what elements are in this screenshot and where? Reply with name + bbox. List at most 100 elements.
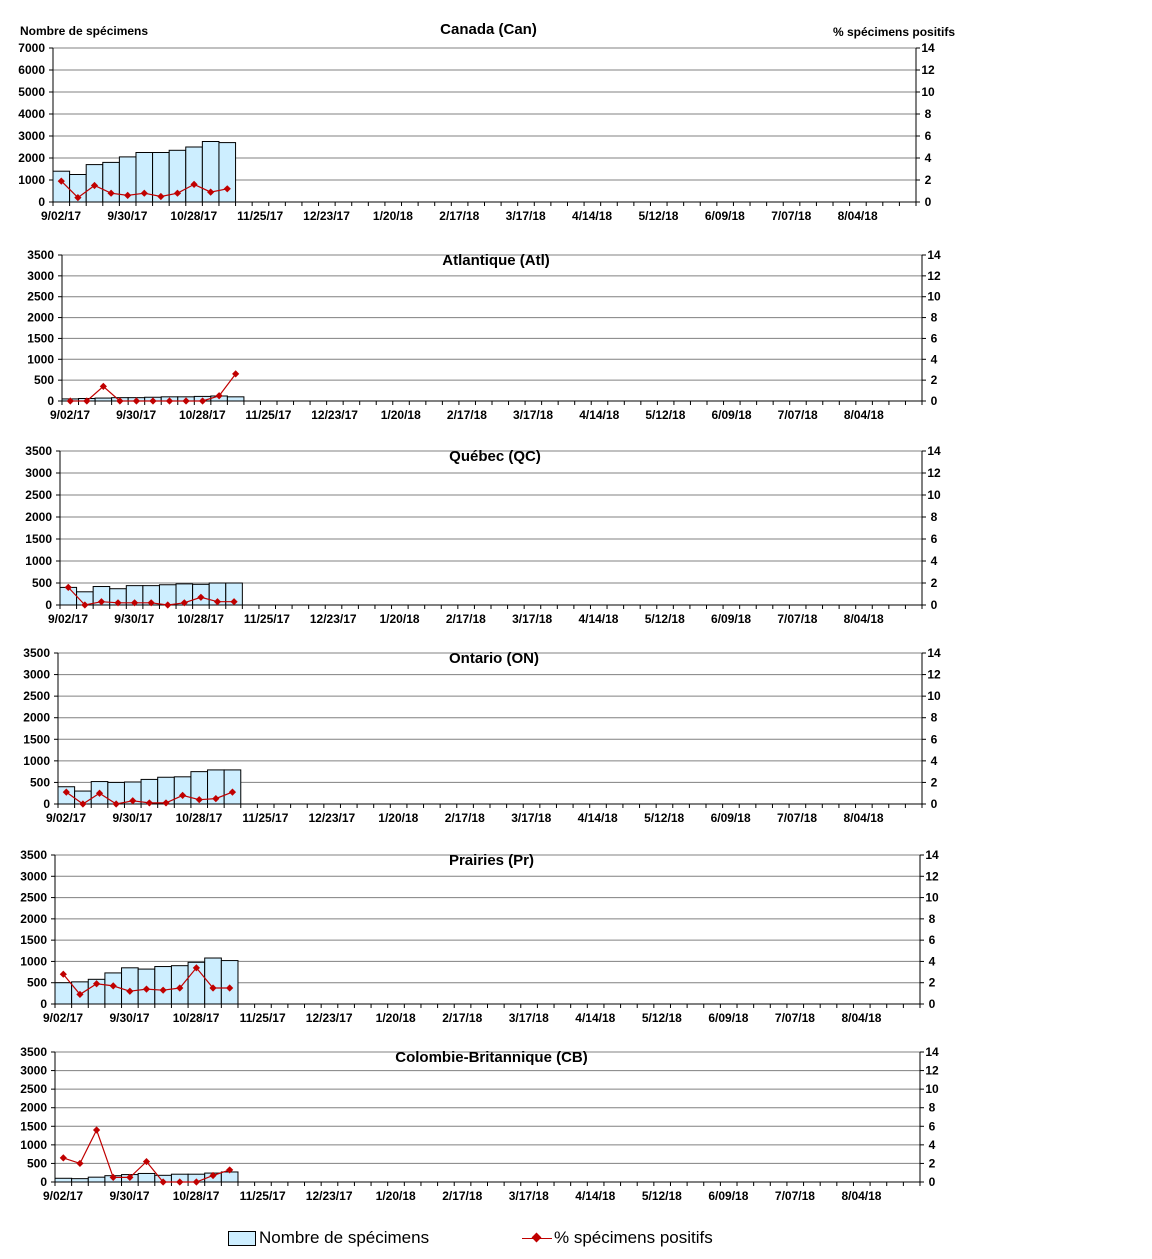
bar — [137, 1172, 156, 1183]
x-tick-label: 11/25/17 — [245, 408, 291, 422]
positivity-point — [149, 397, 157, 405]
positivity-point — [159, 1178, 167, 1186]
y-tick-label: 2000 — [18, 151, 45, 165]
y-tick-label: 2500 — [23, 689, 50, 703]
positivity-point — [95, 789, 104, 797]
x-tick-label: 8/04/18 — [841, 1189, 881, 1203]
x-tick-label: 5/12/18 — [642, 1011, 682, 1025]
x-tick-label: 10/28/17 — [170, 209, 217, 223]
positivity-point — [164, 601, 172, 609]
positivity-point — [76, 990, 84, 999]
positivity-point — [142, 985, 151, 993]
x-tick-label: 2/17/18 — [447, 408, 487, 422]
positivity-point — [209, 984, 217, 992]
bar — [185, 146, 203, 203]
y-tick-label: 2000 — [23, 711, 50, 725]
x-tick-label: 11/25/17 — [242, 811, 288, 825]
y2-tick-label: 2 — [931, 373, 938, 387]
x-tick-label: 1/20/18 — [376, 1189, 416, 1203]
y-tick-label: 1000 — [20, 1138, 47, 1152]
x-tick-label: 4/14/18 — [578, 612, 618, 626]
y-tick-label: 2000 — [25, 510, 52, 524]
y-tick-label: 1500 — [20, 933, 47, 947]
y2-tick-label: 2 — [925, 173, 932, 187]
x-tick-label: 4/14/18 — [572, 209, 612, 223]
positivity-point — [81, 601, 89, 609]
x-tick-label: 10/28/17 — [177, 612, 224, 626]
y2-tick-label: 10 — [927, 290, 941, 304]
x-tick-label: 6/09/18 — [705, 209, 745, 223]
chart-title: Colombie-Britannique (CB) — [395, 1049, 588, 1066]
x-tick-label: 7/07/18 — [775, 1011, 815, 1025]
x-tick-label: 6/09/18 — [712, 408, 752, 422]
x-tick-label: 3/17/18 — [506, 209, 546, 223]
x-tick-label: 8/04/18 — [844, 612, 884, 626]
y-tick-label: 1000 — [25, 554, 52, 568]
y2-tick-label: 8 — [931, 711, 938, 725]
positivity-point — [207, 188, 215, 196]
y-tick-label: 3000 — [25, 466, 52, 480]
bar — [121, 967, 139, 1005]
chart-panel-6: 0 500 1000 1500 2000 2500 3000 3500 0 2 4 6 8 10 12 14 9… — [20, 1045, 939, 1203]
x-tick-label: 9/30/17 — [112, 811, 152, 825]
y2-tick-label: 12 — [921, 63, 935, 77]
positivity-point — [92, 1126, 101, 1134]
x-tick-label: 7/07/18 — [775, 1189, 815, 1203]
positivity-point — [74, 194, 82, 202]
y2-tick-label: 4 — [929, 954, 936, 968]
x-tick-label: 4/14/18 — [575, 1189, 615, 1203]
x-tick-label: 5/12/18 — [645, 612, 685, 626]
y-tick-label: 3500 — [27, 248, 54, 262]
y-tick-label: 1000 — [23, 754, 50, 768]
y2-tick-label: 14 — [927, 444, 941, 458]
y2-tick-label: 0 — [925, 195, 932, 209]
y2-tick-label: 8 — [929, 1101, 936, 1115]
positivity-point — [92, 980, 101, 988]
x-tick-label: 3/17/18 — [513, 408, 553, 422]
y2-tick-label: 2 — [931, 775, 938, 789]
positivity-point — [228, 788, 237, 796]
legend: Nombre de spécimens % spécimens positifs — [228, 1226, 748, 1250]
bar — [54, 1177, 73, 1183]
positivity-point — [129, 797, 137, 805]
positivity-point — [114, 599, 122, 607]
x-tick-label: 12/23/17 — [303, 209, 350, 223]
positivity-point — [107, 189, 115, 197]
y-tick-label: 1000 — [18, 173, 45, 187]
positivity-point — [140, 189, 148, 197]
bar — [87, 1176, 106, 1183]
positivity-point — [126, 1173, 134, 1181]
x-tick-label: 9/30/17 — [114, 612, 154, 626]
positivity-point — [57, 177, 65, 185]
y-tick-label: 4000 — [18, 107, 45, 121]
positivity-point — [209, 1171, 217, 1180]
chart-panel-5: 0 500 1000 1500 2000 2500 3000 3500 0 2 4 6 8 10 12 14 9… — [20, 848, 939, 1025]
x-tick-label: 5/12/18 — [642, 1189, 682, 1203]
x-tick-label: 10/28/17 — [179, 408, 226, 422]
positivity-point — [59, 1154, 67, 1162]
y-tick-label: 1500 — [27, 331, 54, 345]
y-tick-label: 500 — [30, 775, 50, 789]
x-tick-label: 12/23/17 — [306, 1011, 353, 1025]
y2-tick-label: 6 — [931, 532, 938, 546]
x-tick-label: 8/04/18 — [838, 209, 878, 223]
y2-tick-label: 12 — [925, 1064, 939, 1078]
x-tick-label: 5/12/18 — [638, 209, 678, 223]
positivity-point — [147, 599, 155, 607]
y-tick-label: 500 — [32, 576, 52, 590]
positivity-point — [162, 799, 170, 807]
positivity-point — [230, 598, 238, 606]
positivity-point — [192, 964, 200, 972]
x-tick-label: 12/23/17 — [311, 408, 358, 422]
legend-bars-label: Nombre de spécimens — [259, 1228, 430, 1247]
y2-tick-label: 8 — [925, 107, 932, 121]
y2-tick-label: 14 — [927, 646, 941, 660]
positivity-point — [62, 788, 70, 796]
positivity-point — [232, 370, 240, 378]
x-tick-label: 7/07/18 — [778, 408, 818, 422]
legend-line-swatch — [522, 1232, 552, 1245]
x-tick-label: 3/17/18 — [511, 811, 551, 825]
chart-panel-2: 0 500 1000 1500 2000 2500 3000 3500 0 2 4 6 8 10 12 14 9… — [27, 248, 941, 422]
y2-tick-label: 4 — [931, 352, 938, 366]
